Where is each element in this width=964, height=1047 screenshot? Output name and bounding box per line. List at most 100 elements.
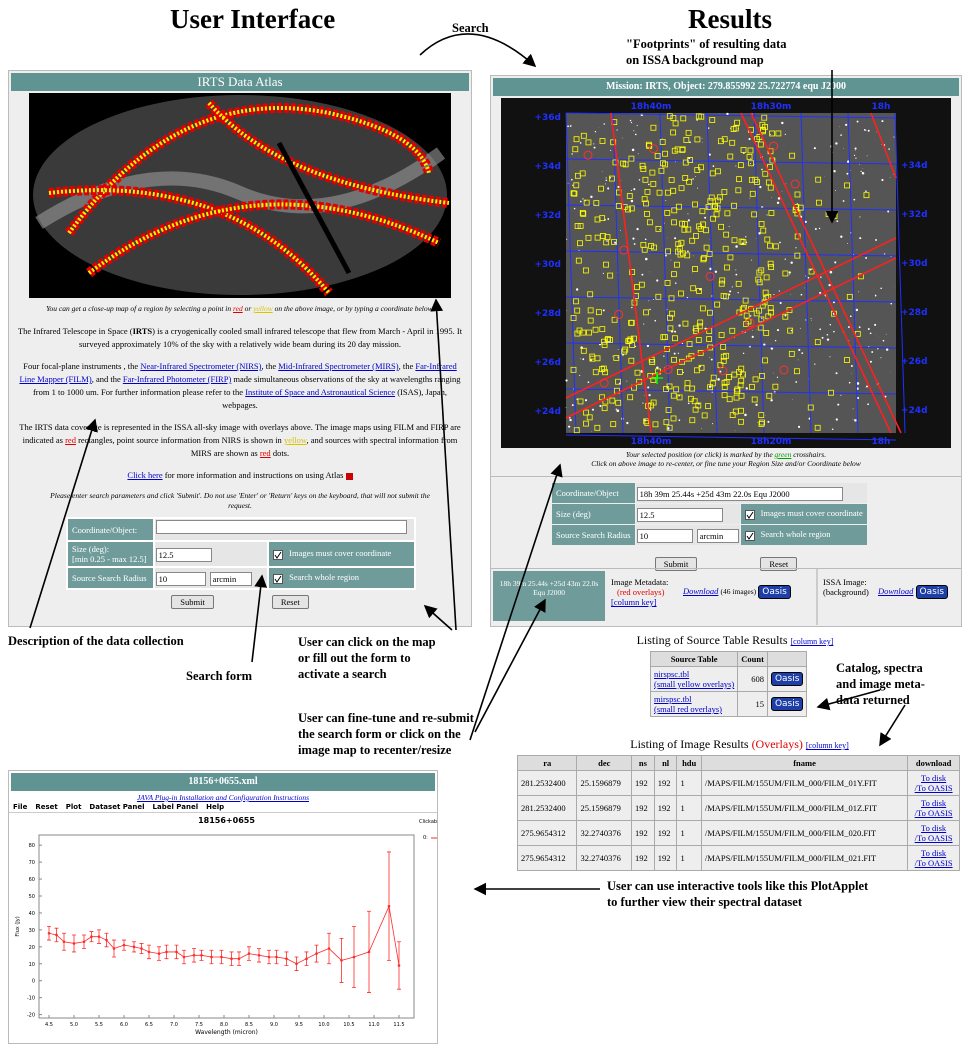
oasis-button[interactable]: Oasis (770, 672, 804, 686)
reset-button[interactable]: Reset (760, 557, 798, 571)
star (749, 197, 751, 199)
checkbox-field[interactable]: Search whole region (740, 525, 867, 545)
file-link[interactable]: nirspsc.tbl (654, 669, 690, 679)
text: , and the (91, 374, 123, 384)
star (881, 178, 884, 182)
image-footprint (870, 112, 897, 179)
annotation-line: activate a search (298, 667, 387, 681)
column-key[interactable]: [column key] (611, 597, 657, 607)
footprint (719, 277, 726, 284)
checkbox[interactable] (744, 530, 755, 541)
styled-text[interactable]: Click here (127, 470, 163, 480)
styled-text[interactable]: red (65, 435, 76, 445)
download-link[interactable]: /To OASIS (914, 833, 953, 843)
image-footprint (740, 112, 892, 434)
reset-button[interactable]: Reset (271, 595, 309, 609)
download-link[interactable]: To disk (921, 773, 947, 783)
checkbox-field[interactable]: Images must cover coordinate (269, 542, 414, 566)
download-link[interactable]: /To OASIS (914, 783, 953, 793)
field-label: Size (deg) (552, 504, 635, 524)
footprint (670, 415, 677, 422)
download-link[interactable]: To disk (921, 848, 947, 858)
styled-text[interactable]: Institute of Space and Astronautical Sci… (245, 387, 396, 397)
oasis-button[interactable]: Oasis (770, 697, 804, 711)
file-link[interactable]: mirspsc.tbl (654, 694, 692, 704)
footprint (713, 211, 720, 218)
styled-text[interactable]: red (259, 448, 271, 458)
column-key[interactable]: [column key] (805, 741, 849, 750)
plot-applet[interactable]: 18156+0655 Clickable Legend -20 -10 0 10 20 30 4… (9, 813, 437, 1038)
footprint (678, 185, 685, 192)
star (797, 425, 801, 429)
download-link[interactable]: Download (683, 585, 719, 596)
data-point (62, 940, 66, 944)
submit-button[interactable]: Submit (171, 595, 214, 609)
styled-text[interactable]: yellow (283, 435, 307, 445)
checkbox[interactable] (273, 573, 284, 584)
footprint (727, 153, 734, 160)
star (643, 323, 645, 325)
footprint (579, 170, 586, 177)
download-link[interactable]: /To OASIS (914, 808, 953, 818)
download-link[interactable]: To disk (921, 823, 947, 833)
text-input[interactable]: 12.5 (155, 548, 212, 562)
styled-text[interactable]: red (232, 304, 243, 313)
text-input[interactable]: 18h 39m 25.44s +25d 43m 22.0s Equ J2000 (636, 487, 843, 501)
help-icon[interactable] (345, 472, 353, 480)
menu-item[interactable]: Label Panel (152, 803, 199, 811)
star (848, 381, 851, 384)
checkbox-field[interactable]: Search whole region (269, 568, 414, 588)
footprint (787, 327, 794, 334)
footprint (735, 187, 742, 194)
allsky-map[interactable] (29, 93, 451, 298)
issa-map[interactable]: 18h40m 18h30m 18h 18h40m 18h20m 18h +36d +34d +3… (501, 98, 951, 448)
data-point (90, 935, 93, 938)
data-point (315, 952, 318, 955)
menu-item[interactable]: File (13, 803, 28, 811)
star (850, 170, 852, 172)
select[interactable]: arcmin (696, 529, 739, 543)
download-link[interactable]: /To OASIS (914, 858, 953, 868)
checkbox-field[interactable]: Images must cover coordinate (740, 504, 867, 524)
data-point (165, 950, 168, 954)
overlay-note[interactable]: (small yellow overlays) (654, 679, 735, 689)
star (569, 125, 572, 127)
text-input[interactable]: 12.5 (636, 508, 723, 522)
form-buttons: Submit Reset (491, 554, 961, 572)
menu-item[interactable]: Plot (65, 803, 82, 811)
star (587, 381, 590, 384)
select[interactable]: arcmin (209, 572, 252, 586)
annotation-line: User can fine-tune and re-submit (298, 711, 474, 725)
footprint (573, 136, 580, 143)
checkbox[interactable] (273, 549, 284, 560)
download-link[interactable]: To disk (921, 798, 947, 808)
table-row: 281.2532400 25.1596879 192 192 1/MAPS/FILM/1… (516, 770, 960, 796)
footprint (572, 146, 579, 153)
star (751, 335, 754, 338)
footprint (692, 201, 698, 208)
image-footprint (565, 237, 897, 399)
text-input[interactable]: 10 (155, 572, 206, 586)
footprint (772, 383, 779, 390)
text-input[interactable]: 10 (636, 529, 693, 543)
column-key[interactable]: [column key] (790, 637, 834, 646)
styled-text[interactable]: Near-Infrared Spectrometer (NIRS) (140, 361, 262, 371)
menu-item[interactable]: Help (206, 803, 225, 811)
footprint (707, 198, 714, 205)
oasis-button[interactable]: Oasis (915, 585, 949, 599)
menu-item[interactable]: Reset (35, 803, 58, 811)
download-link[interactable]: Download (878, 585, 914, 596)
styled-text[interactable]: Mid-Infrared Spectrometer (MIRS) (278, 361, 399, 371)
plugin-link[interactable]: JAVA Plug-in Installation and Configurat… (136, 793, 310, 802)
text-input[interactable] (155, 520, 407, 534)
footprint (746, 153, 753, 160)
oasis-button[interactable]: Oasis (758, 585, 791, 599)
checkbox[interactable] (744, 509, 755, 520)
styled-text[interactable]: Far-Infrared Photometer (FIRP) (122, 374, 232, 384)
star (681, 342, 684, 345)
issa-image: ISSA Image: (background) Download Oasis (823, 577, 949, 599)
overlay-note[interactable]: (small red overlays) (654, 704, 722, 714)
menu-item[interactable]: Dataset Panel (89, 803, 145, 811)
star (893, 136, 895, 138)
styled-text[interactable]: yellow (253, 304, 273, 313)
